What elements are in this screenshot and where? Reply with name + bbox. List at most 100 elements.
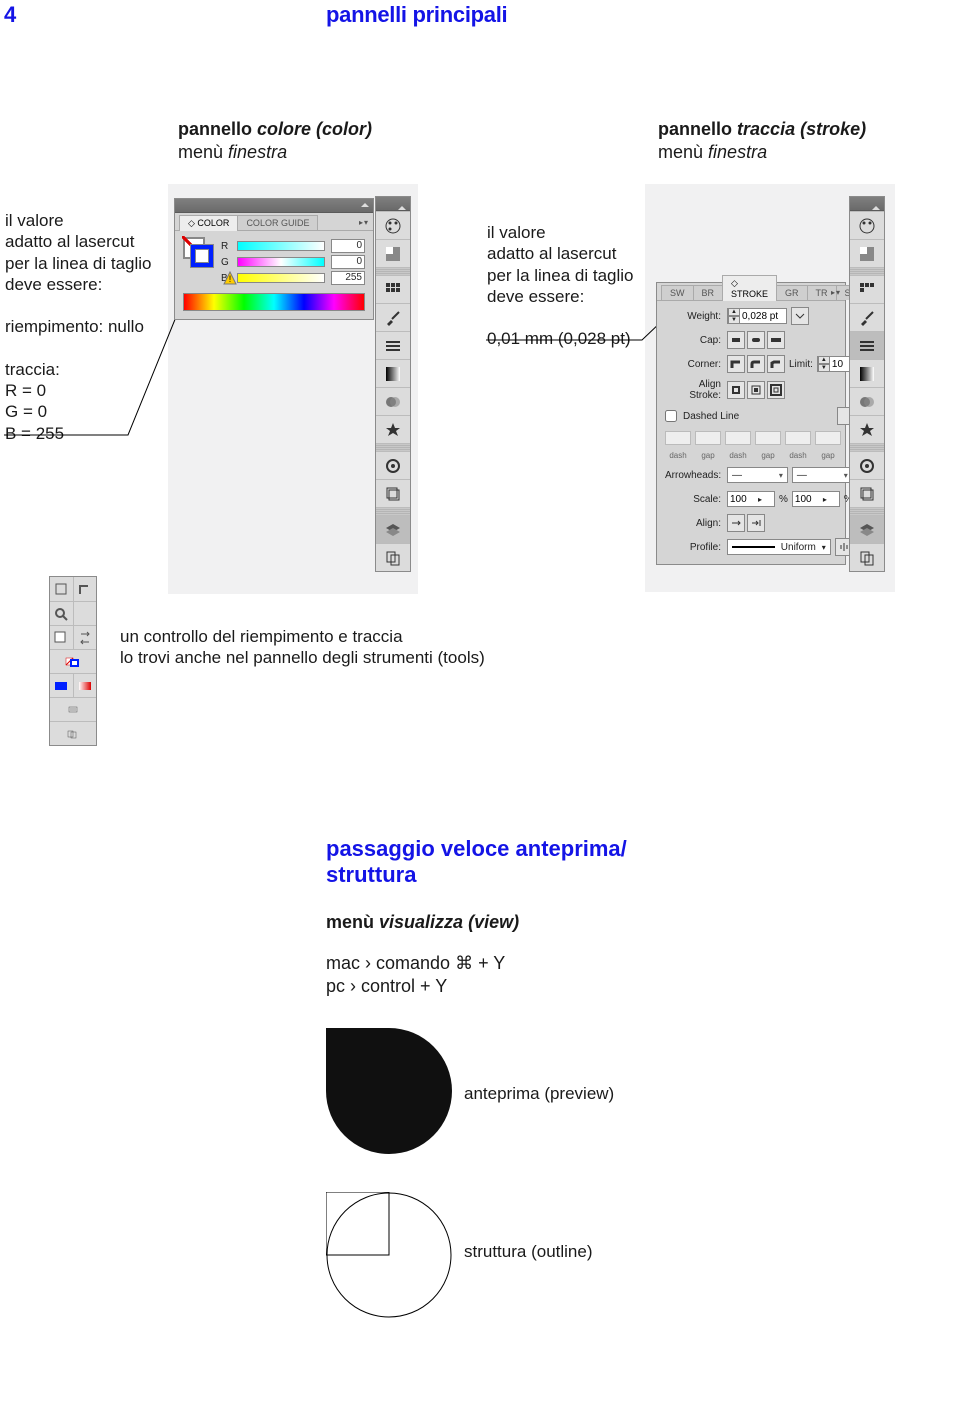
rgb-row-g: G 0: [221, 255, 365, 269]
dock-layers-icon[interactable]: [376, 479, 410, 507]
tab-gr[interactable]: GR: [776, 285, 808, 300]
preview-shape: [326, 1028, 452, 1154]
dock-lines-icon[interactable]: [376, 331, 410, 359]
dashed-line-checkbox[interactable]: Dashed Line: [665, 407, 875, 425]
spectrum-bar[interactable]: [183, 293, 365, 311]
stroke-panel-menu-icon[interactable]: [829, 287, 841, 297]
dash-slot[interactable]: [785, 431, 811, 445]
svg-text:!: !: [229, 274, 232, 284]
color-panel-tabs: ◇ COLOR COLOR GUIDE: [175, 213, 373, 231]
cap-butt-icon[interactable]: [727, 331, 745, 349]
dash-slot[interactable]: [725, 431, 751, 445]
arrowhead-end-select[interactable]: —: [792, 467, 853, 483]
dock-right-topbar[interactable]: [850, 197, 884, 211]
g-label: G: [221, 257, 231, 268]
tab-stroke[interactable]: ◇ STROKE: [722, 275, 777, 301]
dock-r-transp-icon[interactable]: [850, 387, 884, 415]
arrow-align2-icon[interactable]: [747, 514, 765, 532]
mt-corner-icon[interactable]: [73, 577, 97, 601]
dash-slot[interactable]: [665, 431, 691, 445]
b-slider[interactable]: [237, 273, 325, 283]
dock-r-stroke-icon[interactable]: [850, 331, 884, 359]
dock-sep: [376, 267, 410, 275]
dash-fields: [665, 431, 875, 445]
outline-label: struttura (outline): [464, 1242, 593, 1262]
mt-screen-icon[interactable]: [50, 698, 96, 721]
caption-stroke-bold: pannello: [658, 119, 732, 139]
page-number: 4: [4, 2, 16, 28]
dock-transparency-icon[interactable]: [376, 387, 410, 415]
profile-select[interactable]: Uniform▾: [727, 539, 831, 555]
mt-fill-icon[interactable]: [50, 626, 73, 649]
weight-field[interactable]: ▲▼: [727, 308, 787, 324]
dock-gradient-icon[interactable]: [376, 359, 410, 387]
dock-left-topbar[interactable]: [376, 197, 410, 211]
dock-artboard-icon[interactable]: [376, 543, 410, 571]
dashed-line-input[interactable]: [665, 410, 677, 422]
weight-input[interactable]: [740, 311, 786, 322]
weight-spinner[interactable]: ▲▼: [728, 308, 740, 324]
gap-slot[interactable]: [755, 431, 781, 445]
dock-r-swatch-icon[interactable]: [850, 239, 884, 267]
tab-br[interactable]: BR: [693, 285, 724, 300]
tab-color[interactable]: ◇ COLOR: [179, 215, 238, 231]
arrow-align-label: Align:: [665, 518, 727, 529]
dock-r-target-icon[interactable]: [850, 451, 884, 479]
dashed-line-label: Dashed Line: [683, 411, 739, 422]
tab-sw[interactable]: SW: [661, 285, 694, 300]
scale-start-field[interactable]: ▸: [727, 491, 775, 507]
g-slider[interactable]: [237, 257, 325, 267]
align-inside-icon[interactable]: [747, 381, 765, 399]
dock-circle-icon[interactable]: [376, 451, 410, 479]
dock-appearance-icon[interactable]: [376, 415, 410, 443]
r-slider[interactable]: [237, 241, 325, 251]
mt-doc-icon[interactable]: [50, 722, 96, 745]
scale-end-field[interactable]: ▸: [792, 491, 840, 507]
caption-stroke: pannello traccia (stroke) menù finestra: [658, 118, 866, 163]
tab-color-guide[interactable]: COLOR GUIDE: [237, 215, 318, 230]
r-value[interactable]: 0: [331, 239, 365, 253]
dock-layers2-icon[interactable]: [376, 515, 410, 543]
g-value[interactable]: 0: [331, 255, 365, 269]
color-panel-menu-icon[interactable]: [357, 217, 369, 227]
corner-round-icon[interactable]: [747, 355, 765, 373]
mt-zoom-icon[interactable]: [50, 602, 73, 625]
stroke-swatch-icon[interactable]: [191, 245, 213, 267]
weight-dropdown-icon[interactable]: [791, 307, 809, 325]
mt-fillstroke-icon[interactable]: [50, 650, 96, 673]
dock-r-palette-icon[interactable]: [850, 211, 884, 239]
corner-miter-icon[interactable]: [727, 355, 745, 373]
mt-hand-icon[interactable]: [50, 577, 73, 601]
b-value[interactable]: 255: [331, 271, 365, 285]
mt-color-icon[interactable]: [50, 674, 73, 697]
align-center-icon[interactable]: [727, 381, 745, 399]
dash-labels: dashgap dashgap dashgap: [665, 451, 875, 460]
dock-r-layers-icon[interactable]: [850, 515, 884, 543]
dock-grid-icon[interactable]: [376, 275, 410, 303]
align-stroke-label: Align Stroke:: [665, 379, 727, 401]
dock-swatch-icon[interactable]: [376, 239, 410, 267]
dock-brush-icon[interactable]: [376, 303, 410, 331]
mt-grad-icon[interactable]: [73, 674, 97, 697]
dock-r-grid-icon[interactable]: [850, 275, 884, 303]
limit-input[interactable]: [830, 359, 850, 370]
dock-r-star-icon[interactable]: [850, 415, 884, 443]
dock-palette-icon[interactable]: [376, 211, 410, 239]
gap-slot[interactable]: [815, 431, 841, 445]
dock-r-styles-icon[interactable]: [850, 479, 884, 507]
gap-slot[interactable]: [695, 431, 721, 445]
cap-projecting-icon[interactable]: [767, 331, 785, 349]
align-outside-icon[interactable]: [767, 381, 785, 399]
corner-bevel-icon[interactable]: [767, 355, 785, 373]
cap-round-icon[interactable]: [747, 331, 765, 349]
dock-r-brush-icon[interactable]: [850, 303, 884, 331]
fill-stroke-swatch[interactable]: [183, 237, 213, 267]
profile-label: Profile:: [665, 542, 727, 553]
dock-sep3: [376, 507, 410, 515]
dock-r-artboards-icon[interactable]: [850, 543, 884, 571]
color-panel-topbar[interactable]: [175, 199, 373, 213]
mt-swap-icon[interactable]: [73, 626, 97, 649]
arrowhead-start-select[interactable]: —: [727, 467, 788, 483]
dock-r-gradient-icon[interactable]: [850, 359, 884, 387]
arrow-align1-icon[interactable]: [727, 514, 745, 532]
